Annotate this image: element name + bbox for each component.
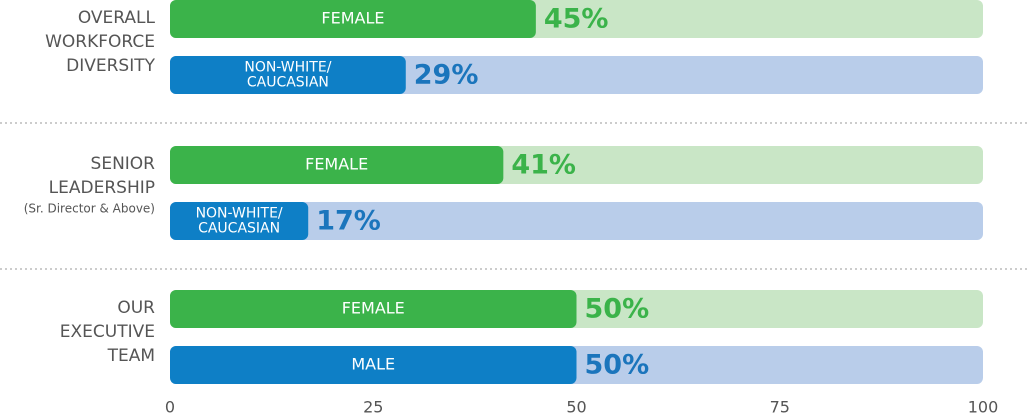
group-label: EXECUTIVE: [60, 322, 155, 342]
x-tick-label: 25: [363, 398, 383, 416]
value-label: 45%: [544, 4, 609, 35]
bar: [170, 202, 309, 240]
group-label: OUR: [117, 298, 155, 318]
bar-name: FEMALE: [321, 9, 384, 28]
value-label: 41%: [511, 150, 576, 181]
x-tick-label: 75: [770, 398, 790, 416]
group-label: TEAM: [107, 346, 155, 366]
bar: [170, 290, 577, 328]
value-label: 29%: [414, 60, 479, 91]
x-tick-label: 50: [566, 398, 586, 416]
bar: [170, 56, 406, 94]
bar-name: NON-WHITE/: [196, 206, 283, 222]
group-note: (Sr. Director & Above): [24, 202, 155, 216]
value-label: 50%: [585, 350, 650, 381]
bar-name: MALE: [351, 355, 395, 374]
x-tick-label: 100: [968, 398, 999, 416]
bar-name: FEMALE: [342, 299, 405, 318]
bar-name: CAUCASIAN: [198, 221, 280, 237]
group-label: DIVERSITY: [66, 56, 155, 76]
group-label: LEADERSHIP: [49, 178, 155, 198]
x-tick-label: 0: [165, 398, 175, 416]
bar: [170, 146, 504, 184]
group-label: WORKFORCE: [45, 32, 155, 52]
bar-track: [170, 202, 983, 240]
bar-name: FEMALE: [305, 155, 368, 174]
bar-name: CAUCASIAN: [247, 75, 329, 91]
bar: [170, 346, 577, 384]
bar: [170, 0, 536, 38]
group-label: SENIOR: [91, 154, 156, 174]
bar-name: NON-WHITE/: [244, 60, 331, 76]
value-label: 17%: [316, 206, 381, 237]
group-label: OVERALL: [78, 8, 156, 28]
value-label: 50%: [585, 294, 650, 325]
